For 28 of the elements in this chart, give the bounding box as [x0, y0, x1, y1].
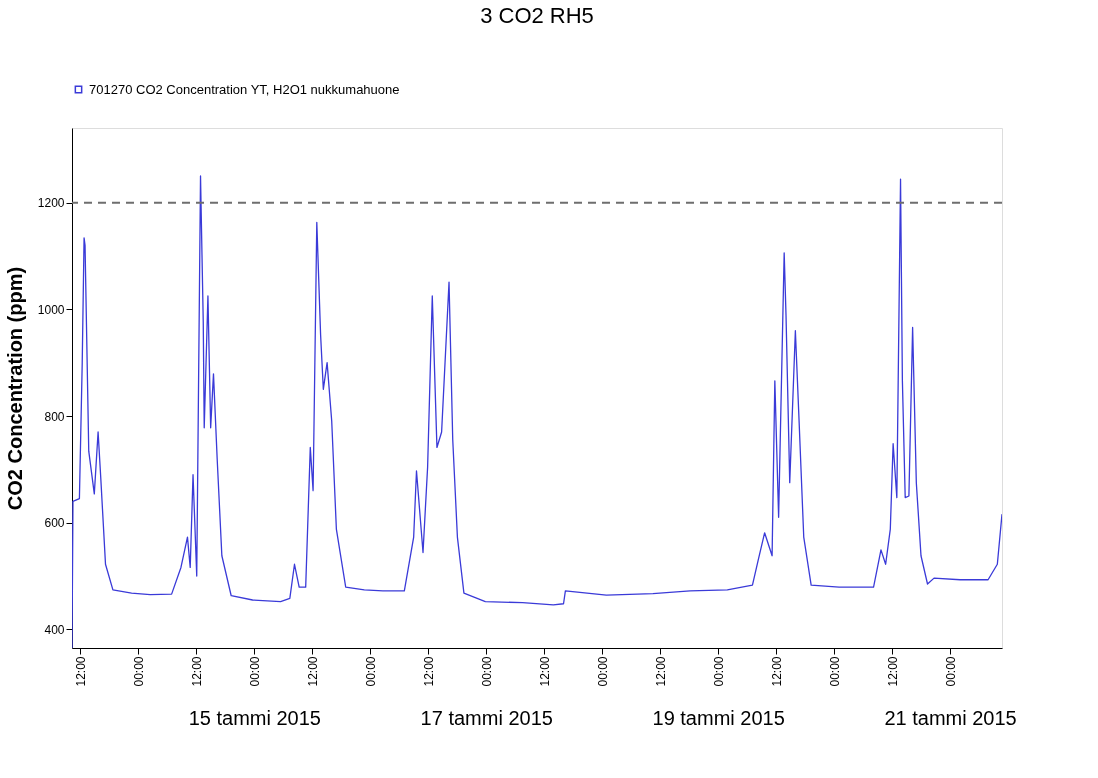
- x2-tick-label: 15 tammi 2015: [188, 706, 321, 729]
- x-tick-label: 12:00: [305, 656, 320, 687]
- x-tick-label: 12:00: [421, 656, 436, 687]
- x-tick-label: 00:00: [943, 656, 958, 687]
- x2-tick-label: 19 tammi 2015: [652, 706, 785, 729]
- y-tick-label: 600: [44, 516, 65, 531]
- legend-label: 701270 CO2 Concentration YT, H2O1 nukkumahuone: [89, 81, 400, 97]
- x-tick-label: 00:00: [363, 656, 378, 687]
- y-tick-label: 800: [44, 409, 65, 424]
- x2-tick-label: 21 tammi 2015: [884, 706, 1017, 729]
- x2-tick-label: 17 tammi 2015: [420, 706, 553, 729]
- x-tick-label: 00:00: [131, 656, 146, 687]
- x-tick-label: 12:00: [769, 656, 784, 687]
- x-tick-label: 12:00: [537, 656, 552, 687]
- x-tick-label: 00:00: [247, 656, 262, 687]
- x-tick-label: 00:00: [827, 656, 842, 687]
- chart-title: 3 CO2 RH5: [480, 3, 594, 28]
- x-tick-label: 12:00: [189, 656, 204, 687]
- x-tick-label: 12:00: [73, 656, 88, 687]
- y-axis-title: CO2 Concentration (ppm): [3, 266, 26, 511]
- y-tick-label: 1000: [37, 302, 65, 317]
- x-tick-label: 00:00: [711, 656, 726, 687]
- x-tick-label: 00:00: [595, 656, 610, 687]
- x-tick-label: 12:00: [885, 656, 900, 687]
- y-tick-label: 400: [44, 622, 65, 637]
- y-tick-label: 1200: [37, 196, 65, 211]
- x-tick-label: 12:00: [653, 656, 668, 687]
- x-tick-label: 00:00: [479, 656, 494, 687]
